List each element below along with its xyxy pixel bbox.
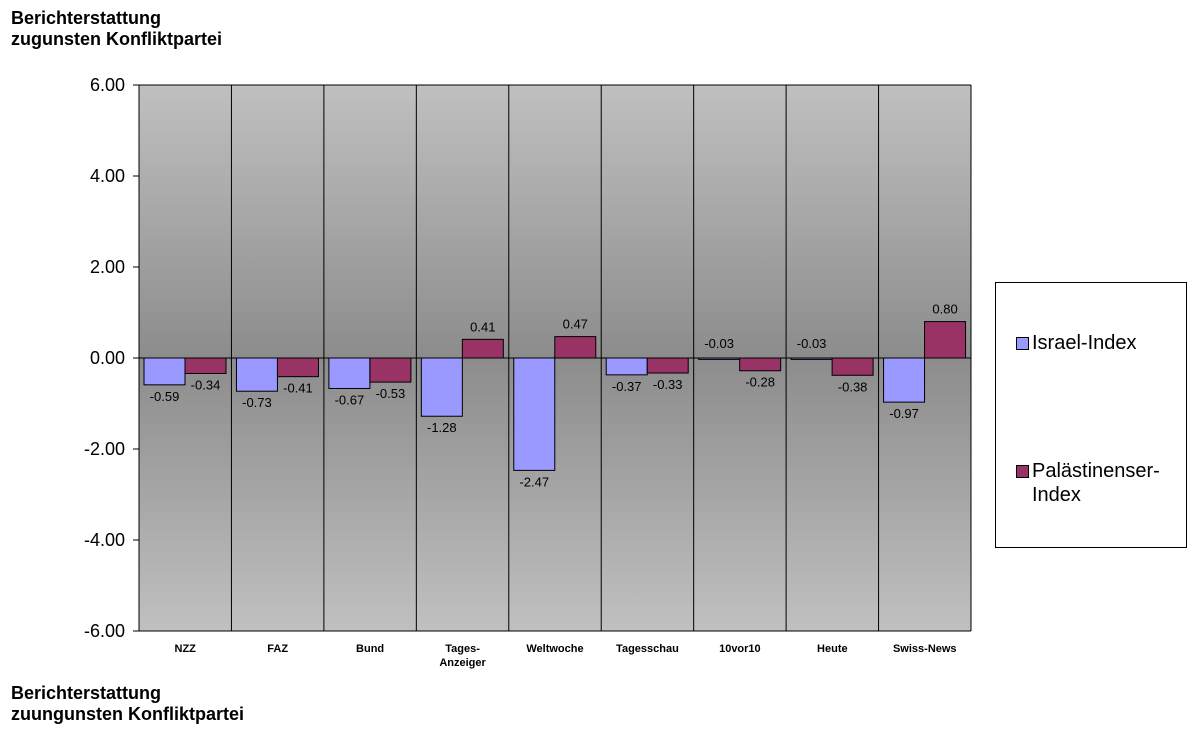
bar-israel bbox=[605, 357, 648, 376]
data-label: -0.67 bbox=[335, 392, 365, 407]
bar-palaestinenser bbox=[184, 357, 227, 374]
legend-label-palaestinenser: Palästinenser-Index bbox=[1032, 460, 1160, 506]
bars bbox=[143, 321, 967, 471]
bottom-axis-label-line2: zuungunsten Konfliktpartei bbox=[11, 704, 244, 724]
x-tick-label: NZZ bbox=[175, 643, 197, 655]
y-tick-label: -4.00 bbox=[84, 530, 125, 550]
x-axis-ticks: NZZ FAZ Bund Tages-Anzeiger Weltwoche Tagessc… bbox=[175, 643, 957, 669]
y-tick-label: 4.00 bbox=[90, 166, 125, 186]
data-label: -0.03 bbox=[704, 336, 734, 351]
y-tick-label: 0.00 bbox=[90, 348, 125, 368]
bottom-axis-label-line1: Berichterstattung bbox=[11, 683, 162, 703]
top-axis-label-line2: zugunsten Konfliktpartei bbox=[11, 29, 222, 49]
data-label: -0.34 bbox=[191, 377, 221, 392]
data-label: -0.53 bbox=[376, 386, 406, 401]
data-label: -0.33 bbox=[653, 377, 683, 392]
bottom-axis-label: Berichterstattung zuungunsten Konfliktpa… bbox=[11, 683, 244, 725]
x-tick-label: 10vor10 bbox=[719, 643, 761, 655]
bar-israel bbox=[235, 357, 278, 392]
top-axis-label: Berichterstattung zugunsten Konfliktpart… bbox=[11, 8, 222, 50]
x-tick-label: Tages-Anzeiger bbox=[439, 643, 486, 669]
x-tick-label: Tagesschau bbox=[616, 643, 679, 655]
legend-swatch-palaestinenser bbox=[1016, 465, 1029, 478]
y-tick-label: 2.00 bbox=[90, 257, 125, 277]
bar-palaestinenser bbox=[646, 357, 689, 374]
legend-swatch-israel bbox=[1016, 337, 1029, 350]
x-tick-label: Heute bbox=[817, 643, 848, 655]
bar-israel bbox=[143, 357, 186, 386]
y-tick-label: -6.00 bbox=[84, 621, 125, 641]
bar-israel bbox=[513, 357, 556, 471]
x-tick-label: Weltwoche bbox=[526, 643, 583, 655]
data-label: -0.38 bbox=[838, 379, 868, 394]
y-tick-label: -2.00 bbox=[84, 439, 125, 459]
data-label: -0.28 bbox=[745, 375, 775, 390]
data-label: -0.59 bbox=[150, 389, 180, 404]
bar-israel bbox=[328, 357, 371, 389]
bar-palaestinenser bbox=[924, 321, 967, 359]
bar-palaestinenser bbox=[369, 357, 412, 383]
bar-palaestinenser bbox=[554, 336, 597, 359]
data-label: 0.41 bbox=[470, 319, 495, 334]
data-label: -1.28 bbox=[427, 420, 457, 435]
legend-item-israel: Israel-Index bbox=[1016, 331, 1182, 355]
bar-palaestinenser bbox=[831, 357, 874, 376]
data-labels: -0.59 -0.73 -0.67 -1.28 -2.47 -0.37 -0.03 -0.03… bbox=[150, 302, 958, 490]
data-label: 0.47 bbox=[563, 317, 588, 332]
x-tick-label: FAZ bbox=[267, 643, 288, 655]
bar-israel bbox=[420, 357, 463, 417]
y-tick-label: 6.00 bbox=[90, 75, 125, 95]
bar-palaestinenser bbox=[276, 357, 319, 378]
data-label: -0.03 bbox=[797, 336, 827, 351]
bar-palaestinenser bbox=[739, 357, 782, 372]
bar-palaestinenser bbox=[461, 338, 504, 359]
data-label: -0.73 bbox=[242, 395, 272, 410]
data-label: -2.47 bbox=[519, 474, 549, 489]
legend: Israel-Index Palästinenser-Index bbox=[995, 282, 1187, 548]
x-tick-label: Swiss-News bbox=[893, 643, 957, 655]
bar-israel bbox=[883, 357, 926, 403]
legend-label-israel: Israel-Index bbox=[1032, 332, 1137, 354]
x-tick-label: Bund bbox=[356, 643, 384, 655]
legend-item-palaestinenser: Palästinenser-Index bbox=[1016, 459, 1182, 507]
data-label: -0.41 bbox=[283, 381, 313, 396]
y-axis-ticks: 6.00 4.00 2.00 0.00 -2.00 -4.00 -6.00 bbox=[84, 75, 139, 641]
top-axis-label-line1: Berichterstattung bbox=[11, 8, 162, 28]
data-label: 0.80 bbox=[932, 302, 957, 317]
data-label: -0.37 bbox=[612, 379, 642, 394]
data-label: -0.97 bbox=[889, 406, 919, 421]
